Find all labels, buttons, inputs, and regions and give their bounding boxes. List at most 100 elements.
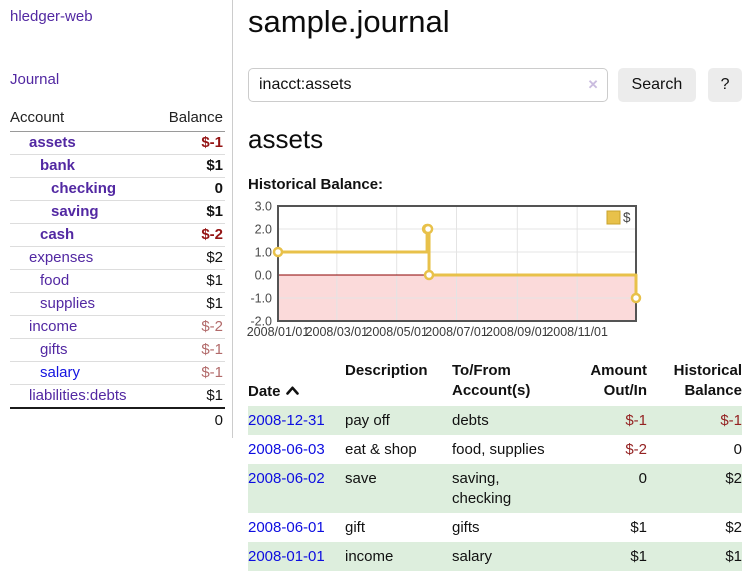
- account-balance: 0: [155, 177, 225, 201]
- transaction-amount: $1: [630, 548, 647, 565]
- account-row: salary $-1: [10, 361, 225, 385]
- account-link[interactable]: supplies: [40, 295, 96, 312]
- account-row: bank $1: [10, 154, 225, 178]
- register-row: 2008-01-01 income salary $1 $1: [248, 542, 742, 571]
- balance-chart: $3.0 2.0 1.0 0.0 -1.0 -2.0 2008/01/01 2008/03/0…: [247, 200, 742, 342]
- balance-chart-svg: $3.0 2.0 1.0 0.0 -1.0 -2.02008/01/012008/03/0…: [247, 200, 642, 339]
- account-link[interactable]: income: [29, 318, 78, 335]
- transaction-date-cell: 2008-06-02: [248, 464, 345, 513]
- help-button[interactable]: ?: [708, 68, 742, 102]
- x-tick-label: 2008/09/01: [486, 325, 549, 339]
- page-title: sample.journal: [248, 4, 450, 39]
- main-content: sample.journal ✕ Search ? assets Histori…: [247, 0, 742, 571]
- account-link[interactable]: bank: [40, 157, 76, 174]
- transaction-amount: $-1: [625, 412, 647, 429]
- register-row: 2008-12-31 pay off debts $-1 $-1: [248, 406, 742, 435]
- account-link[interactable]: liabilities:debts: [29, 387, 127, 404]
- transaction-balance: $2: [725, 470, 742, 487]
- y-tick-label: -2.0: [250, 315, 272, 329]
- y-tick-label: 3.0: [255, 200, 272, 214]
- account-link[interactable]: food: [40, 272, 70, 289]
- transaction-date-cell: 2008-12-31: [248, 406, 345, 435]
- transaction-balance: $1: [725, 548, 742, 565]
- data-point: [423, 269, 435, 281]
- sidebar-item-journal[interactable]: Journal: [10, 71, 60, 88]
- transaction-description: income: [345, 548, 394, 565]
- register-header-description: Description: [345, 362, 428, 379]
- x-tick-label: 2008/07/01: [425, 325, 488, 339]
- accounts-header-balance: Balance: [155, 107, 225, 132]
- register-row: 2008-06-02 save saving, checking 0 $2: [248, 464, 742, 513]
- account-row: supplies $1: [10, 292, 225, 316]
- data-point: [630, 292, 642, 304]
- transaction-accounts: salary: [452, 548, 493, 565]
- register-table: Date Description To/From Account(s) Amou…: [248, 359, 742, 571]
- transaction-date-cell: 2008-06-03: [248, 435, 345, 464]
- transaction-amount: $1: [630, 519, 647, 536]
- data-point: [272, 246, 284, 258]
- account-row: expenses $2: [10, 246, 225, 270]
- account-balance: $-2: [155, 315, 225, 339]
- account-row: liabilities:debts $1: [10, 384, 225, 409]
- transaction-date-cell: 2008-06-01: [248, 513, 345, 542]
- chart-title: Historical Balance:: [248, 176, 384, 193]
- account-row: checking 0: [10, 177, 225, 201]
- transaction-amount: 0: [638, 470, 647, 487]
- transaction-balance: $-1: [720, 412, 742, 429]
- account-balance: $-2: [155, 223, 225, 247]
- brand-link[interactable]: hledger-web: [10, 8, 93, 25]
- y-tick-label: -1.0: [250, 292, 272, 306]
- transaction-accounts: gifts: [452, 519, 480, 536]
- accounts-header-account: Account: [10, 107, 156, 132]
- transaction-date-link[interactable]: 2008-06-02: [248, 470, 325, 487]
- transaction-description: save: [345, 470, 377, 487]
- account-row: saving $1: [10, 200, 225, 224]
- transaction-accounts: saving, checking: [452, 470, 512, 507]
- data-point: [422, 223, 434, 235]
- account-balance: $-1: [155, 361, 225, 385]
- register-header-date[interactable]: Date: [248, 359, 345, 406]
- account-row: gifts $-1: [10, 338, 225, 362]
- legend-label: $: [623, 210, 631, 225]
- transaction-date-cell: 2008-01-01: [248, 542, 345, 571]
- sidebar: hledger-web Journal Account Balance asse…: [0, 0, 233, 438]
- transaction-date-link[interactable]: 2008-06-01: [248, 519, 325, 536]
- clear-search-icon[interactable]: ✕: [587, 77, 599, 92]
- transaction-date-link[interactable]: 2008-06-03: [248, 441, 325, 458]
- accounts-body: assets $-1 bank $1 checking 0 saving $1 cash $-2 e…: [10, 131, 225, 409]
- accounts-total-value: 0: [155, 407, 225, 432]
- transaction-balance: $2: [725, 519, 742, 536]
- accounts-total-row: 0: [10, 407, 225, 432]
- account-row: food $1: [10, 269, 225, 293]
- y-tick-label: 1.0: [255, 246, 272, 260]
- account-link[interactable]: saving: [51, 203, 99, 220]
- register-body: 2008-12-31 pay off debts $-1 $-1 2008-06-03 ea…: [248, 406, 742, 571]
- transaction-date-link[interactable]: 2008-01-01: [248, 548, 325, 565]
- account-link[interactable]: checking: [51, 180, 117, 197]
- account-link[interactable]: expenses: [29, 249, 94, 266]
- transaction-accounts: food, supplies: [452, 441, 545, 458]
- transaction-balance: 0: [733, 441, 742, 458]
- transaction-description: gift: [345, 519, 366, 536]
- search-row: ✕ Search ?: [248, 68, 742, 102]
- x-tick-label: 2008/01/01: [247, 325, 310, 339]
- account-balance: $1: [155, 269, 225, 293]
- register-row: 2008-06-01 gift gifts $1 $2: [248, 513, 742, 542]
- transaction-date-link[interactable]: 2008-12-31: [248, 412, 325, 429]
- account-link[interactable]: cash: [40, 226, 75, 243]
- account-row: assets $-1: [10, 131, 225, 155]
- plot-border: [277, 205, 637, 322]
- search-input-wrap: ✕: [248, 68, 608, 102]
- y-tick-label: 0.0: [255, 269, 272, 283]
- search-button[interactable]: Search: [617, 68, 697, 102]
- account-link[interactable]: gifts: [40, 341, 68, 358]
- account-link[interactable]: salary: [40, 364, 81, 381]
- account-balance: $1: [155, 154, 225, 178]
- account-link[interactable]: assets: [29, 134, 76, 151]
- account-balance: $1: [155, 200, 225, 224]
- accounts-table: Account Balance assets $-1 bank $1 checking 0…: [10, 107, 225, 432]
- search-input[interactable]: [248, 68, 608, 102]
- legend-swatch: [606, 210, 621, 225]
- account-balance: $1: [155, 292, 225, 316]
- x-tick-label: 2008/11/01: [546, 325, 608, 339]
